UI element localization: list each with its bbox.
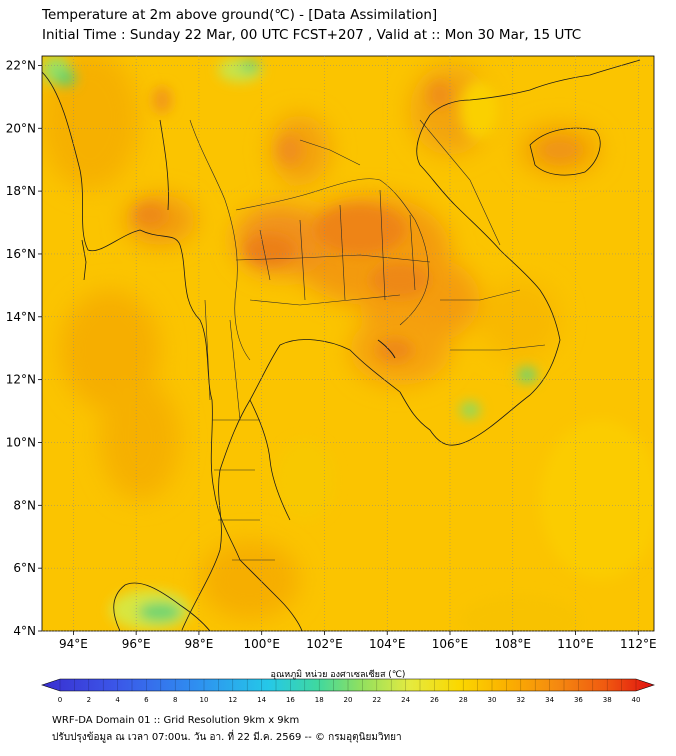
latitude-label: 14°N bbox=[6, 310, 36, 324]
colorbar-tick-label: 28 bbox=[459, 696, 468, 704]
latitude-label: 18°N bbox=[6, 184, 36, 198]
longitude-label: 112°E bbox=[620, 637, 657, 651]
temperature-field bbox=[42, 56, 654, 631]
longitude-label: 102°E bbox=[306, 637, 343, 651]
colorbar-tick-label: 20 bbox=[344, 696, 353, 704]
coastlines-and-borders bbox=[42, 59, 641, 631]
colorbar-tick-label: 10 bbox=[200, 696, 209, 704]
longitude-labels: 94°E 96°E 98°E 100°E 102°E 104°E 106°E 108°E 110… bbox=[59, 631, 657, 651]
longitude-label: 108°E bbox=[495, 637, 532, 651]
colorbar-tick-label: 24 bbox=[401, 696, 410, 704]
longitude-label: 106°E bbox=[432, 637, 469, 651]
map-title: Temperature at 2m above ground(℃) - [Dat… bbox=[42, 7, 438, 23]
colorbar-ticks: 0 2 4 6 8 10 12 14 16 18 20 22 24 26 28 30 32 34 36 38 40 bbox=[58, 679, 641, 704]
colorbar-tick-label: 40 bbox=[632, 696, 641, 704]
colorbar-tick-label: 32 bbox=[516, 696, 525, 704]
graticule bbox=[42, 56, 654, 632]
colorbar-tick-label: 0 bbox=[58, 696, 62, 704]
longitude-label: 110°E bbox=[557, 637, 594, 651]
colorbar-tick-label: 2 bbox=[87, 696, 91, 704]
colorbar-tick-label: 26 bbox=[430, 696, 439, 704]
colorbar-tick-label: 6 bbox=[144, 696, 149, 704]
latitude-label: 20°N bbox=[6, 121, 36, 135]
latitude-label: 8°N bbox=[13, 498, 36, 512]
longitude-label: 96°E bbox=[122, 637, 151, 651]
latitude-labels: 4°N 6°N 8°N 10°N 12°N 14°N 16°N 18°N 20°N 22°N bbox=[6, 58, 42, 638]
latitude-label: 16°N bbox=[6, 247, 36, 261]
colorbar-tick-label: 14 bbox=[257, 696, 266, 704]
footer-line-2: ปรับปรุงข้อมูล ณ เวลา 07:00น. วัน อา. ที… bbox=[52, 732, 402, 743]
latitude-label: 6°N bbox=[13, 561, 36, 575]
latitude-label: 22°N bbox=[6, 58, 36, 72]
colorbar-title: อุณหภูมิ หน่วย องศาเซลเซียส (℃) bbox=[270, 670, 406, 680]
longitude-label: 104°E bbox=[369, 637, 406, 651]
longitude-label: 98°E bbox=[184, 637, 213, 651]
colorbar-tick-label: 36 bbox=[574, 696, 583, 704]
footer-line-1: WRF-DA Domain 01 :: Grid Resolution 9km … bbox=[52, 715, 300, 726]
colorbar-tick-label: 16 bbox=[286, 696, 295, 704]
colorbar-tick-label: 38 bbox=[603, 696, 612, 704]
province-borders bbox=[189, 119, 546, 561]
colorbar-tick-label: 4 bbox=[115, 696, 120, 704]
longitude-label: 94°E bbox=[59, 637, 88, 651]
colorbar-tick-label: 18 bbox=[315, 696, 324, 704]
latitude-label: 10°N bbox=[6, 435, 36, 449]
colorbar-tick-label: 34 bbox=[545, 696, 554, 704]
colorbar-tick-label: 8 bbox=[173, 696, 177, 704]
latitude-label: 4°N bbox=[13, 624, 36, 638]
colorbar: 0 2 4 6 8 10 12 14 16 18 20 22 24 26 28 30 32 34 36 38 40 bbox=[41, 678, 655, 704]
colorbar-tick-label: 12 bbox=[228, 696, 237, 704]
colorbar-tick-label: 30 bbox=[488, 696, 497, 704]
map-subtitle: Initial Time : Sunday 22 Mar, 00 UTC FCS… bbox=[42, 27, 582, 43]
longitude-label: 100°E bbox=[243, 637, 280, 651]
colorbar-bar bbox=[41, 678, 655, 692]
latitude-label: 12°N bbox=[6, 373, 36, 387]
colorbar-tick-label: 22 bbox=[372, 696, 381, 704]
